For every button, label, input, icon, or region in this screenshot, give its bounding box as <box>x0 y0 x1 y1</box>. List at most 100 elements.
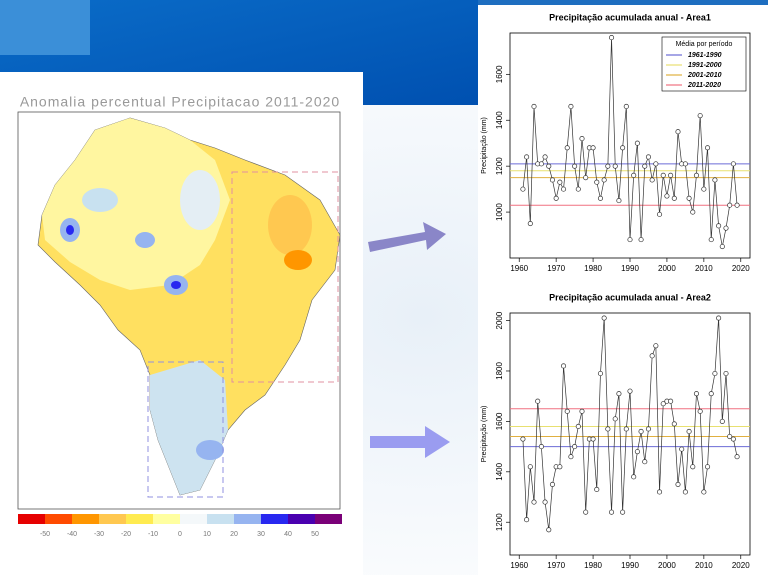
y-tick-label: 1800 <box>495 362 504 380</box>
data-point <box>712 370 718 377</box>
map-patch <box>196 440 224 460</box>
colorbar-cell <box>234 514 261 524</box>
data-point <box>697 113 703 119</box>
data-point <box>620 145 626 151</box>
data-point <box>627 237 633 243</box>
data-point <box>597 195 604 201</box>
map-patch <box>135 232 155 248</box>
y-tick-label: 1200 <box>495 157 504 175</box>
data-point <box>701 186 707 192</box>
legend-label: 2011-2020 <box>687 82 721 89</box>
y-tick-label: 1400 <box>495 462 504 480</box>
data-point <box>605 426 611 432</box>
data-point <box>719 243 725 250</box>
chart-title: Precipitação acumulada anual - Area1 <box>549 12 711 22</box>
data-point <box>531 499 537 505</box>
data-point <box>668 172 674 178</box>
data-point <box>634 449 640 455</box>
x-tick-label: 1960 <box>510 264 528 273</box>
data-point <box>527 464 533 470</box>
data-point <box>553 195 559 201</box>
x-tick-label: 1990 <box>621 264 639 273</box>
data-point <box>601 177 607 183</box>
colorbar-label: -20 <box>121 531 131 538</box>
data-point <box>572 444 578 450</box>
data-point <box>572 163 578 169</box>
data-point <box>701 489 707 495</box>
data-point <box>557 464 563 470</box>
data-point <box>538 444 544 450</box>
data-point <box>649 177 655 183</box>
x-tick-label: 1970 <box>547 264 565 273</box>
data-point <box>575 186 581 192</box>
data-point <box>568 103 574 110</box>
data-point <box>520 436 526 442</box>
data-point <box>734 202 740 208</box>
colorbar-cell <box>18 514 45 524</box>
colorbar-cell <box>261 514 288 524</box>
area2-box <box>147 361 224 498</box>
data-point <box>623 426 629 432</box>
colorbar-cell <box>288 514 315 524</box>
y-tick-label: 1000 <box>495 203 504 221</box>
colorbar-label: 0 <box>178 531 182 538</box>
data-point <box>686 195 692 201</box>
colorbar-cell <box>45 514 72 524</box>
colorbar-cell <box>99 514 126 524</box>
data-point <box>682 161 688 167</box>
chart-title: Precipitação acumulada anual - Area2 <box>549 292 711 302</box>
map-patch <box>66 225 74 235</box>
data-point <box>653 343 659 349</box>
data-point <box>693 172 700 178</box>
data-point <box>535 398 541 404</box>
map-patch <box>82 188 118 212</box>
data-point <box>682 489 688 495</box>
data-point <box>642 163 648 169</box>
data-point <box>653 161 659 167</box>
colorbar-cell <box>180 514 207 524</box>
data-point <box>538 161 544 167</box>
colorbar-cell <box>207 514 234 524</box>
data-point <box>542 499 548 505</box>
data-point <box>527 221 533 227</box>
data-point <box>660 172 666 178</box>
legend-label: 2001-2010 <box>687 72 722 79</box>
data-point <box>649 353 655 359</box>
colorbar-label: 30 <box>257 531 265 538</box>
data-point <box>697 408 703 414</box>
data-point <box>671 421 677 427</box>
data-point <box>590 145 596 151</box>
map-patch <box>268 195 312 255</box>
colorbar-label: -30 <box>94 531 104 538</box>
data-point <box>524 517 530 523</box>
data-point <box>631 172 637 178</box>
arrow <box>368 222 446 252</box>
data-point <box>542 154 548 160</box>
chart-panel <box>478 290 768 575</box>
data-point <box>638 428 644 435</box>
data-point <box>671 195 677 201</box>
x-tick-label: 1960 <box>510 561 528 570</box>
map <box>37 117 341 498</box>
x-tick-label: 1980 <box>584 264 602 273</box>
colorbar-label: -40 <box>67 531 77 538</box>
data-point <box>693 391 700 397</box>
data-point <box>734 454 740 460</box>
data-point <box>612 163 618 169</box>
y-tick-label: 1600 <box>495 412 504 430</box>
data-point <box>642 459 648 465</box>
data-point <box>690 464 696 470</box>
charts: Precipitação acumulada anual - Area1 1960… <box>481 12 751 570</box>
data-point <box>686 428 692 435</box>
x-tick-label: 1980 <box>584 561 602 570</box>
x-tick-label: 2000 <box>658 264 676 273</box>
colorbar-cell <box>126 514 153 524</box>
data-point <box>594 179 600 185</box>
data-point <box>656 211 663 217</box>
y-tick-label: 1400 <box>495 111 504 129</box>
data-point <box>719 418 725 424</box>
y-tick-label: 1600 <box>495 65 504 83</box>
data-point <box>656 489 663 495</box>
data-point <box>631 474 637 480</box>
data-point <box>616 391 622 397</box>
